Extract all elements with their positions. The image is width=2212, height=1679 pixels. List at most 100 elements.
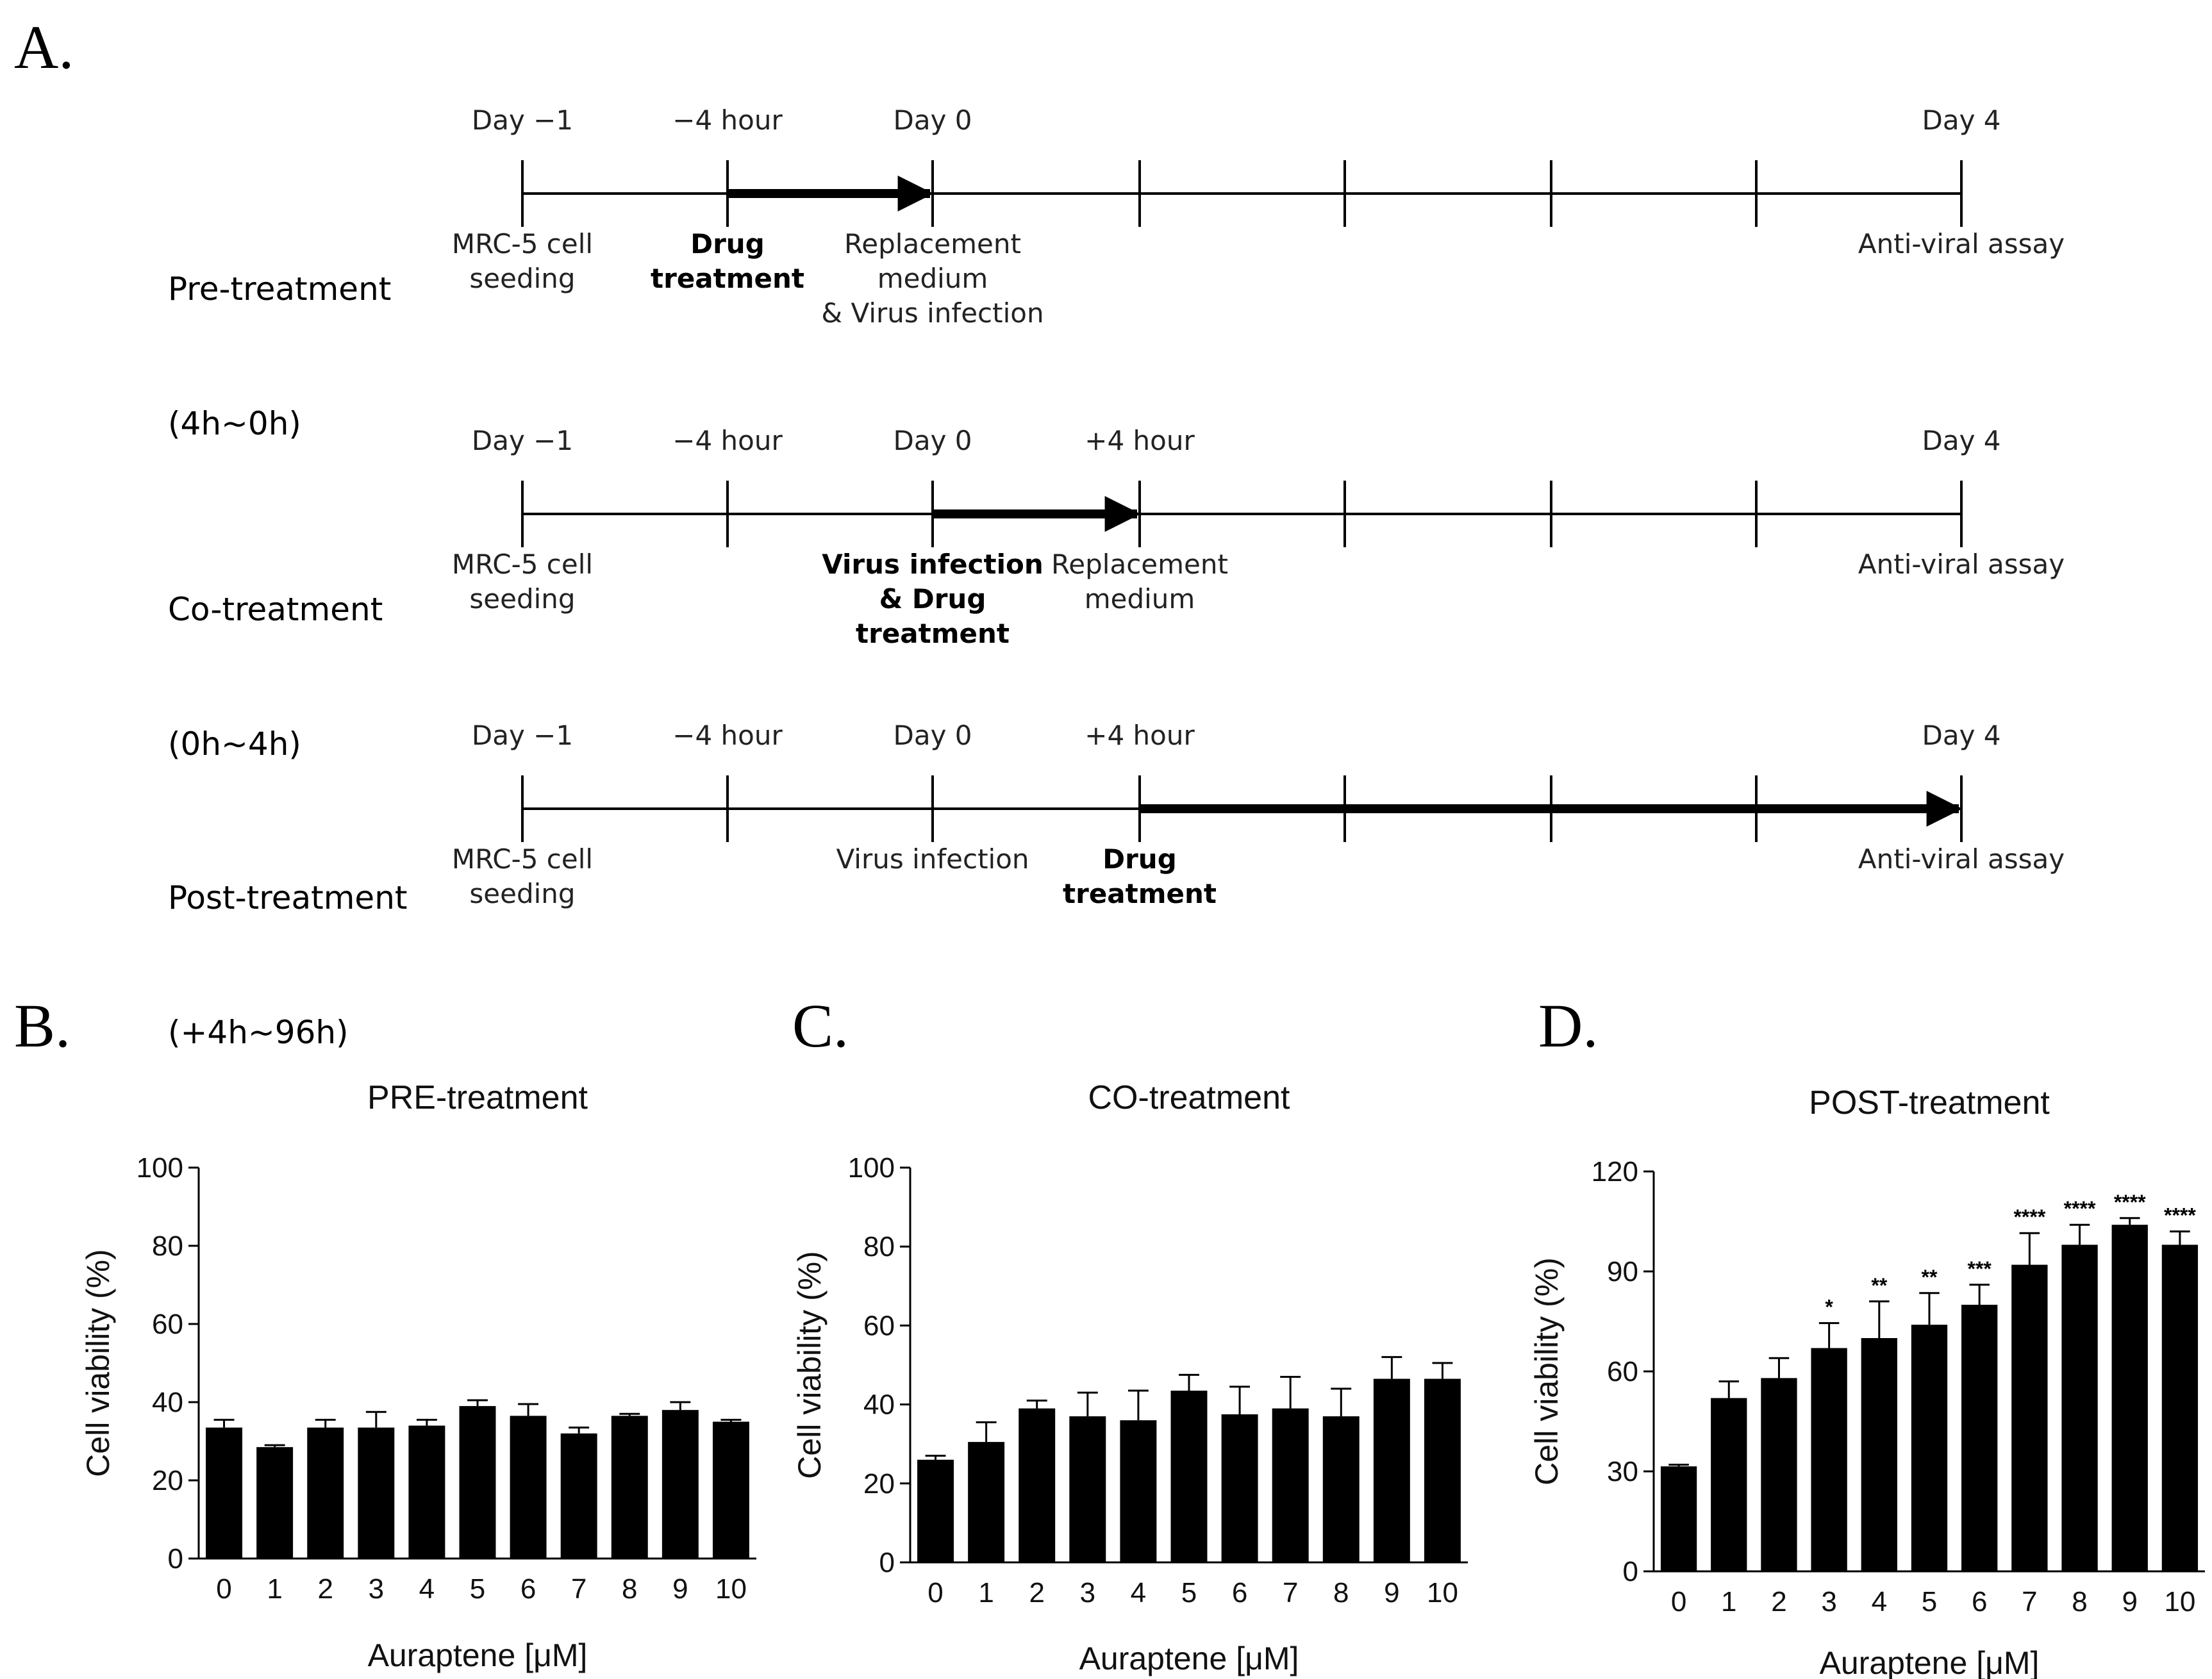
- event-label: Replacement: [1051, 549, 1228, 580]
- x-tick-label: 3: [1821, 1586, 1836, 1617]
- chart-title: PRE-treatment: [367, 1079, 588, 1116]
- row-title-line: (0h~4h): [168, 725, 301, 763]
- bar: [712, 1421, 749, 1559]
- event-label: seeding: [469, 878, 575, 909]
- bar: [1170, 1391, 1208, 1562]
- event-label: MRC-5 cell: [452, 843, 593, 875]
- y-tick-label: 0: [1623, 1556, 1638, 1587]
- y-tick-label: 80: [152, 1230, 183, 1262]
- time-label: Day 4: [1922, 425, 2000, 456]
- panel-label-a: A.: [14, 13, 74, 81]
- chart-title: POST-treatment: [1809, 1084, 2050, 1121]
- time-label: −4 hour: [672, 425, 783, 456]
- y-axis-label: Cell viability (%): [792, 1251, 827, 1479]
- x-tick-label: 2: [1771, 1586, 1786, 1617]
- x-tick-label: 7: [1283, 1577, 1298, 1609]
- bar: [1911, 1325, 1948, 1571]
- x-tick-label: 10: [2164, 1586, 2195, 1617]
- row-title-line: Post-treatment: [168, 879, 408, 916]
- y-tick-label: 60: [863, 1310, 895, 1341]
- y-tick-label: 30: [1607, 1456, 1638, 1487]
- y-tick-label: 20: [152, 1465, 183, 1496]
- event-label: MRC-5 cell: [452, 549, 593, 580]
- time-label: Day −1: [472, 104, 573, 136]
- event-label: Replacement: [844, 228, 1021, 260]
- time-label: −4 hour: [672, 104, 783, 136]
- bar: [510, 1416, 547, 1559]
- row-title-line: (4h~0h): [168, 405, 301, 442]
- x-axis-label: Auraptene [μM]: [1079, 1641, 1299, 1676]
- x-axis-label: Auraptene [μM]: [1820, 1645, 2040, 1679]
- x-tick-label: 5: [470, 1573, 485, 1605]
- event-label: Anti-viral assay: [1858, 228, 2065, 260]
- y-tick-label: 0: [168, 1543, 183, 1575]
- y-tick-label: 90: [1607, 1256, 1638, 1287]
- time-label: Day 4: [1922, 720, 2000, 751]
- time-label: Day −1: [472, 425, 573, 456]
- x-tick-label: 9: [672, 1573, 688, 1605]
- event-label: & Virus infection: [821, 297, 1044, 329]
- significance-label: ****: [2164, 1204, 2196, 1227]
- significance-label: ****: [2013, 1205, 2045, 1228]
- event-label: Virus infection: [822, 549, 1044, 580]
- x-tick-label: 4: [1872, 1586, 1887, 1617]
- bar: [1761, 1378, 1797, 1571]
- y-tick-label: 100: [848, 1152, 895, 1184]
- time-label: Day 0: [893, 104, 972, 136]
- panel-label-c: C.: [792, 991, 849, 1060]
- bar: [2061, 1245, 2098, 1571]
- x-tick-label: 8: [1333, 1577, 1349, 1609]
- time-label: Day 0: [893, 720, 972, 751]
- y-tick-label: 80: [863, 1231, 895, 1262]
- y-axis-label: Cell viability (%): [80, 1249, 116, 1477]
- x-tick-label: 0: [216, 1573, 231, 1605]
- x-tick-label: 9: [2122, 1586, 2137, 1617]
- bar: [1424, 1378, 1461, 1562]
- bar: [968, 1442, 1005, 1562]
- timeline-row-title-pre: Pre-treatment (4h~0h): [168, 177, 391, 491]
- time-label: +4 hour: [1085, 720, 1195, 751]
- x-tick-label: 6: [520, 1573, 536, 1605]
- row-title-line: Pre-treatment: [168, 270, 392, 308]
- x-tick-label: 8: [622, 1573, 637, 1605]
- x-tick-label: 1: [978, 1577, 994, 1609]
- y-tick-label: 0: [879, 1547, 895, 1578]
- event-label: treatment: [651, 263, 804, 294]
- bar: [1069, 1416, 1106, 1562]
- x-tick-label: 5: [1181, 1577, 1197, 1609]
- y-tick-label: 60: [1607, 1356, 1638, 1387]
- timeline-row-title-co: Co-treatment (0h~4h): [168, 497, 383, 811]
- time-label: Day 4: [1922, 104, 2000, 136]
- event-label: Drug: [1102, 843, 1177, 875]
- significance-label: ***: [1968, 1257, 1992, 1280]
- event-label: Virus infection: [836, 843, 1029, 875]
- event-label: & Drug: [879, 583, 986, 615]
- y-tick-label: 120: [1592, 1156, 1638, 1187]
- x-tick-label: 1: [1721, 1586, 1736, 1617]
- bar: [307, 1427, 344, 1559]
- bar: [206, 1427, 243, 1559]
- bar: [560, 1433, 597, 1559]
- bar: [661, 1410, 699, 1559]
- y-tick-label: 40: [152, 1387, 183, 1418]
- timeline-row-title-post: Post-treatment (+4h~96h): [168, 786, 408, 1100]
- bar: [1221, 1414, 1258, 1562]
- event-label: Anti-viral assay: [1858, 843, 2065, 875]
- y-tick-label: 40: [863, 1389, 895, 1421]
- bar: [1811, 1348, 1847, 1571]
- x-tick-label: 8: [2072, 1586, 2087, 1617]
- event-label: treatment: [1063, 878, 1217, 909]
- panel-label-d: D.: [1538, 991, 1599, 1060]
- chart-title: CO-treatment: [1088, 1079, 1291, 1116]
- bar: [917, 1459, 954, 1562]
- significance-label: *: [1825, 1296, 1833, 1319]
- bar: [1861, 1338, 1897, 1571]
- significance-label: **: [1871, 1274, 1887, 1297]
- y-tick-label: 60: [152, 1309, 183, 1340]
- bar: [1660, 1466, 1697, 1571]
- bar: [358, 1427, 395, 1559]
- event-label: treatment: [856, 618, 1010, 649]
- x-tick-label: 3: [369, 1573, 384, 1605]
